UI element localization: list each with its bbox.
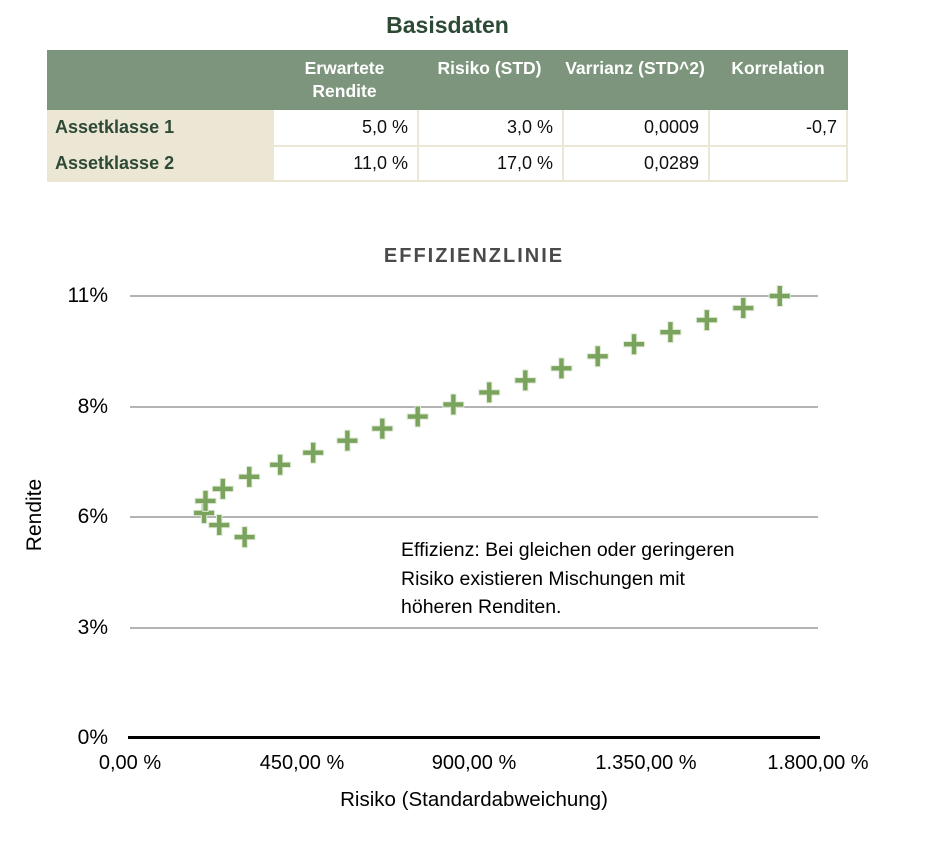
value-cell[interactable]: 0,0009 bbox=[562, 110, 708, 145]
chart-annotation: Effizienz: Bei gleichen oder geringeren R… bbox=[401, 536, 801, 622]
header-cell[interactable]: Korrelation bbox=[731, 58, 825, 78]
row-label-cell[interactable]: Assetklasse 2 bbox=[47, 145, 272, 180]
value-cell[interactable] bbox=[708, 145, 848, 180]
x-tick-label: 450,00 % bbox=[259, 752, 345, 774]
x-axis-line bbox=[128, 736, 820, 739]
data-point-marker bbox=[623, 333, 646, 356]
value-cell[interactable]: 11,0 % bbox=[272, 145, 417, 180]
gridline bbox=[130, 295, 818, 297]
header-cell-empty[interactable] bbox=[47, 50, 272, 110]
value-cell[interactable]: 0,0289 bbox=[562, 145, 708, 180]
value-cell[interactable]: 17,0 % bbox=[417, 145, 562, 180]
data-point-marker bbox=[269, 453, 292, 476]
data-point-marker bbox=[371, 417, 394, 440]
y-tick-label: 3% bbox=[77, 615, 108, 639]
data-point-marker bbox=[550, 357, 573, 380]
data-point-marker bbox=[238, 465, 261, 488]
annotation-line: Effizienz: Bei gleichen oder geringeren bbox=[401, 539, 735, 561]
data-point-marker bbox=[732, 297, 755, 320]
gridline bbox=[130, 405, 818, 408]
scatter-marker-layer bbox=[193, 285, 791, 549]
y-tick-label: 0% bbox=[77, 726, 108, 749]
table-header-row: Erwartete Rendite Risiko (STD) Varrianz (S… bbox=[47, 50, 848, 110]
header-cell[interactable]: Risiko (STD) bbox=[437, 58, 542, 78]
y-axis-title: Rendite bbox=[23, 478, 46, 552]
x-tick-label: 0,00 % bbox=[98, 752, 162, 774]
x-axis-title: Risiko (Standardabweichung) bbox=[340, 788, 608, 811]
chart-title: EFFIZIENZLINIE bbox=[383, 245, 565, 267]
x-tick-label: 1.800,00 % bbox=[767, 752, 869, 774]
gridline bbox=[130, 626, 818, 629]
table-row: Assetklasse 1 5,0 % 3,0 % 0,0009 -0,7 bbox=[47, 110, 848, 145]
data-point-marker bbox=[233, 526, 256, 549]
data-point-marker bbox=[695, 309, 718, 332]
header-cell[interactable]: Varrianz (STD^2) bbox=[565, 58, 705, 78]
data-point-marker bbox=[586, 345, 609, 368]
annotation-line: höheren Renditen. bbox=[401, 596, 562, 618]
annotation-line: Risiko existieren Mischungen mit bbox=[401, 567, 685, 590]
data-point-marker bbox=[659, 321, 682, 344]
data-point-marker bbox=[208, 514, 231, 537]
table-title: Basisdaten bbox=[386, 12, 509, 38]
row-label-cell[interactable]: Assetklasse 1 bbox=[47, 110, 272, 145]
x-tick-label: 900,00 % bbox=[431, 752, 517, 774]
data-point-marker bbox=[336, 429, 359, 452]
table-row: Assetklasse 2 11,0 % 17,0 % 0,0289 bbox=[47, 145, 848, 180]
data-point-marker bbox=[478, 381, 501, 404]
value-cell[interactable]: -0,7 bbox=[708, 110, 848, 145]
basisdaten-table: Erwartete Rendite Risiko (STD) Varrianz (S… bbox=[47, 50, 848, 182]
data-point-marker bbox=[211, 477, 234, 500]
y-tick-label: 11% bbox=[67, 284, 108, 307]
data-point-marker bbox=[194, 489, 217, 512]
y-tick-label: 8% bbox=[77, 394, 108, 418]
value-cell[interactable]: 3,0 % bbox=[417, 110, 562, 145]
data-point-marker bbox=[406, 405, 429, 428]
x-tick-label: 1.350,00 % bbox=[595, 752, 697, 774]
gridline bbox=[130, 516, 818, 518]
data-point-marker bbox=[302, 441, 325, 464]
data-point-marker bbox=[514, 369, 537, 392]
data-point-marker bbox=[442, 393, 465, 416]
chart-plot-area[interactable] bbox=[128, 285, 820, 739]
y-tick-label: 6% bbox=[77, 505, 108, 528]
basisdaten-rows: Assetklasse 1 5,0 % 3,0 % 0,0009 -0,7 Assetkl… bbox=[47, 110, 848, 180]
header-cell[interactable]: Erwartete Rendite bbox=[304, 58, 385, 102]
value-cell[interactable]: 5,0 % bbox=[272, 110, 417, 145]
data-point-marker bbox=[768, 285, 791, 307]
